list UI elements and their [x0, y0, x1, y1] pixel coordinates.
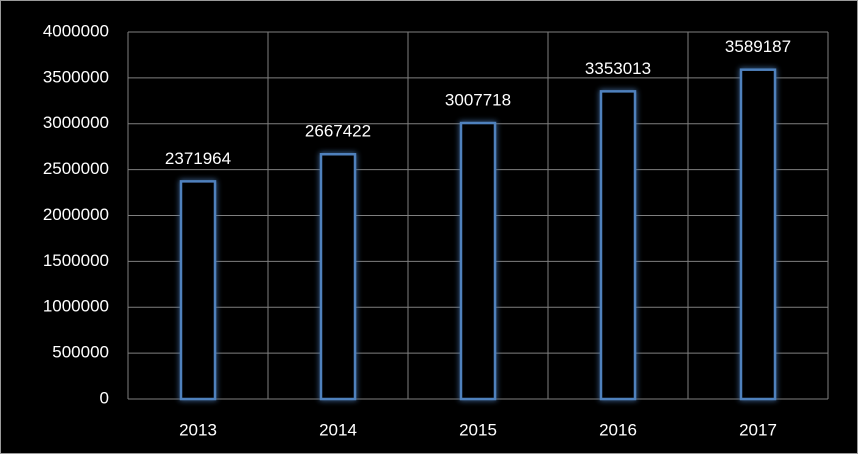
- data-label: 3007718: [445, 91, 511, 110]
- y-tick-label: 500000: [52, 343, 109, 362]
- y-tick-label: 1000000: [43, 297, 109, 316]
- y-tick-label: 2500000: [43, 159, 109, 178]
- x-tick-label: 2014: [319, 420, 357, 439]
- data-label: 2371964: [165, 149, 231, 168]
- bar: [459, 121, 497, 401]
- data-label: 3589187: [725, 37, 791, 56]
- bar: [599, 90, 637, 401]
- bar: [179, 180, 217, 401]
- y-tick-label: 2000000: [43, 205, 109, 224]
- x-tick-label: 2013: [179, 420, 217, 439]
- x-tick-label: 2017: [739, 420, 777, 439]
- y-tick-label: 1500000: [43, 251, 109, 270]
- y-tick-label: 3000000: [43, 113, 109, 132]
- data-label: 3353013: [585, 59, 651, 78]
- bar: [739, 68, 777, 401]
- y-tick-label: 3500000: [43, 67, 109, 86]
- y-tick-label: 0: [100, 388, 109, 407]
- y-tick-label: 4000000: [43, 21, 109, 40]
- x-tick-label: 2015: [459, 420, 497, 439]
- x-tick-label: 2016: [599, 420, 637, 439]
- bar: [319, 153, 357, 401]
- data-label: 2667422: [305, 122, 371, 141]
